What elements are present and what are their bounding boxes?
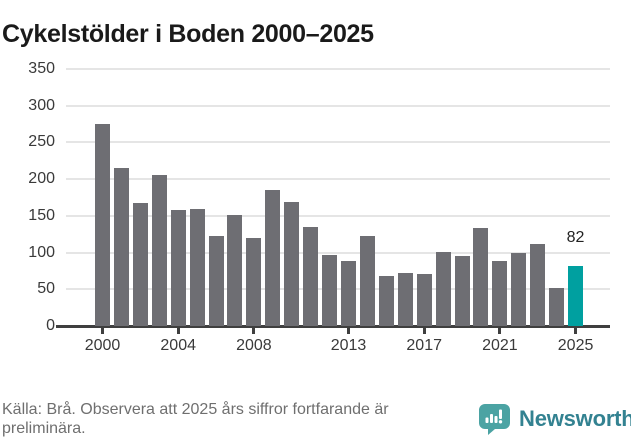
x-axis-tick-2017 [422, 328, 426, 334]
x-axis-tick-2021 [498, 328, 502, 334]
bar-chart: 0 50 100 150 200 250 300 350 2000 2004 2008 2013 201… [0, 55, 631, 385]
newsworthy-brand-text: Newsworthy [519, 406, 631, 431]
gridline-100 [66, 251, 610, 254]
x-axis-tick-2013 [346, 328, 350, 334]
gridline-150 [66, 214, 610, 217]
x-axis-tick-2004 [176, 328, 180, 334]
gridline-300 [66, 104, 610, 107]
bar-2019 [455, 256, 470, 326]
bar-2018 [436, 252, 451, 326]
bar-2010 [284, 202, 299, 326]
bar-2024 [549, 288, 564, 326]
bar-2025-highlighted [568, 266, 583, 326]
x-axis-label-2008: 2008 [236, 337, 272, 354]
y-axis-label-300: 300 [28, 96, 55, 114]
source-note: Källa: Brå. Observera att 2025 års siffr… [2, 401, 389, 437]
gridline-200 [66, 178, 610, 181]
bar-2009 [265, 190, 280, 326]
bar-2000 [95, 124, 110, 326]
bar-2002 [133, 203, 148, 326]
x-axis-label-2004: 2004 [160, 337, 196, 354]
bar-2013 [341, 261, 356, 326]
bar-2003 [152, 175, 167, 326]
y-axis-label-0: 0 [46, 317, 55, 334]
value-label-2025: 82 [566, 229, 585, 246]
bar-2015 [379, 276, 394, 326]
x-axis-line [56, 325, 610, 328]
bar-2006 [209, 236, 224, 326]
newsworthy-logo[interactable]: Newsworthy [478, 402, 631, 436]
y-axis-label-200: 200 [28, 170, 55, 188]
bar-2021 [492, 261, 507, 326]
bar-2020 [473, 228, 488, 326]
x-axis-tick-2025 [574, 328, 578, 334]
y-axis-label-50: 50 [37, 280, 55, 298]
x-axis-label-2017: 2017 [406, 337, 442, 354]
bar-2001 [114, 168, 129, 326]
y-axis-label-150: 150 [28, 206, 55, 224]
bar-2022 [511, 253, 526, 326]
gridline-50 [66, 288, 610, 291]
x-axis-tick-2000 [101, 328, 104, 334]
x-axis-label-2025: 2025 [557, 337, 594, 354]
chart-title: Cykelstölder i Boden 2000–2025 [2, 19, 374, 48]
y-axis-label-100: 100 [28, 243, 55, 261]
bar-2014 [360, 236, 375, 326]
bar-2008 [246, 238, 261, 326]
bar-2016 [398, 273, 413, 326]
y-axis-label-350: 350 [28, 60, 55, 77]
x-axis-label-2000: 2000 [84, 337, 121, 354]
gridline-250 [66, 141, 610, 144]
y-axis-label-250: 250 [28, 133, 55, 151]
bar-2007 [227, 215, 242, 326]
bar-2012 [322, 255, 337, 326]
x-axis-tick-2008 [252, 328, 256, 334]
newsworthy-bubble-barchart-icon [479, 403, 510, 435]
bar-2011 [303, 227, 318, 326]
bar-2005 [190, 209, 205, 326]
x-axis-label-2013: 2013 [330, 337, 367, 354]
x-axis-label-2021: 2021 [482, 337, 518, 354]
gridline-350 [66, 68, 610, 70]
bar-2023 [530, 244, 545, 326]
bar-2017 [417, 274, 432, 326]
bar-2004 [171, 210, 186, 326]
